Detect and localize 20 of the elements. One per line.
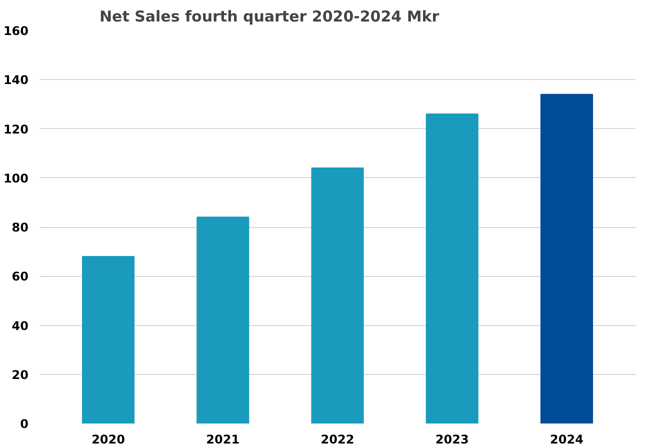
- x-tick-label: 2023: [435, 432, 469, 446]
- x-tick-label: 2022: [320, 432, 354, 446]
- x-tick-label: 2021: [206, 432, 240, 446]
- x-tick-label: 2020: [92, 432, 125, 446]
- bar: [82, 256, 135, 424]
- y-tick-label: 100: [3, 171, 29, 186]
- y-tick-label: 60: [12, 270, 29, 284]
- y-tick-label: 0: [20, 417, 29, 431]
- bar: [196, 216, 250, 424]
- y-tick-label: 140: [3, 73, 29, 88]
- y-tick-label: 120: [3, 122, 29, 136]
- x-tick-label: 2024: [550, 432, 584, 446]
- bar: [311, 168, 364, 424]
- bar: [540, 94, 594, 424]
- y-tick-label: 160: [3, 24, 29, 38]
- y-tick-label: 20: [12, 368, 29, 382]
- chart-title: Net Sales fourth quarter 2020-2024 Mkr: [100, 8, 440, 26]
- bar: [426, 114, 478, 424]
- y-tick-label: 40: [12, 318, 29, 333]
- y-tick-label: 80: [12, 220, 29, 234]
